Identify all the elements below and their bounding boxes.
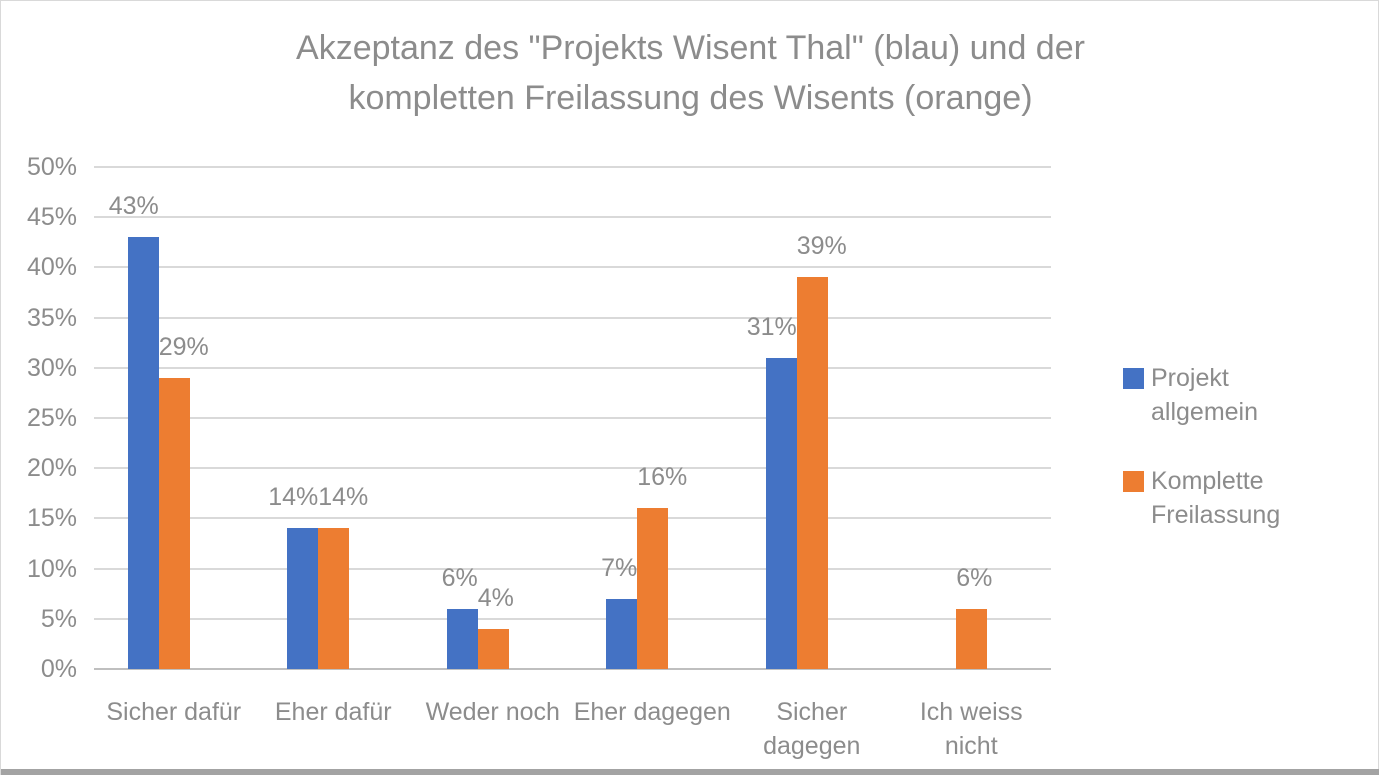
- y-axis-tick-label: 35%: [26, 303, 77, 332]
- category-label-line: Weder noch: [425, 698, 560, 726]
- legend-swatch-komplette-freilassung: [1123, 471, 1144, 492]
- category-label-line: dagegen: [763, 732, 861, 760]
- y-axis-tick-label: 30%: [26, 353, 77, 382]
- gridline: [94, 266, 1051, 269]
- category-label-line: Ich weiss: [919, 698, 1023, 726]
- legend-entry-komplette-freilassung: Komplette Freilassung: [1123, 464, 1343, 532]
- y-axis-tick-label: 15%: [26, 504, 77, 533]
- data-label-projekt-allgemein-eher-dagegen: 7%: [601, 553, 638, 582]
- y-axis-tick-label: 40%: [26, 253, 77, 282]
- x-axis-category-label-ich-weiss-nicht: Ich weiss nicht: [891, 695, 1051, 763]
- legend-label-line: Freilassung: [1151, 501, 1281, 529]
- bar-komplette-freilassung-eher-dagegen: [637, 508, 669, 669]
- legend-entry-projekt-allgemein: Projekt allgemein: [1123, 361, 1343, 429]
- bar-projekt-allgemein-sicher-dafuer: [127, 237, 159, 669]
- bar-komplette-freilassung-ich-weiss-nicht: [956, 608, 988, 669]
- x-axis-category-label-sicher-dafuer: Sicher dafür: [94, 695, 254, 729]
- y-axis-tick-label: 25%: [26, 404, 77, 432]
- legend-label-line: Projekt: [1151, 364, 1229, 392]
- data-label-komplette-freilassung-ich-weiss-nicht: 6%: [956, 563, 993, 592]
- bar-projekt-allgemein-eher-dagegen: [606, 598, 638, 669]
- category-label-line: Sicher dafür: [106, 698, 242, 726]
- bar-projekt-allgemein-weder-noch: [446, 608, 478, 669]
- bar-komplette-freilassung-eher-dafuer: [318, 528, 350, 669]
- category-label-line: Sicher: [776, 698, 848, 726]
- legend-label-komplette-freilassung: Komplette Freilassung: [1151, 464, 1280, 532]
- legend-label-line: Komplette: [1151, 467, 1264, 495]
- gridline: [94, 467, 1051, 470]
- x-axis-category-label-eher-dagegen: Eher dagegen: [572, 695, 732, 729]
- data-label-projekt-allgemein-sicher-dafuer: 43%: [108, 192, 159, 221]
- category-label-line: nicht: [944, 732, 998, 760]
- chart-title-line-2: kompletten Freilassung des Wisents (oran…: [348, 79, 1033, 117]
- bar-komplette-freilassung-weder-noch: [477, 628, 509, 669]
- data-label-komplette-freilassung-eher-dagegen: 16%: [637, 463, 688, 492]
- y-axis-tick-label: 20%: [26, 454, 77, 483]
- gridline: [94, 316, 1051, 319]
- gridline: [94, 366, 1051, 369]
- data-label-komplette-freilassung-sicher-dafuer: 29%: [158, 332, 209, 361]
- legend-label-projekt-allgemein: Projekt allgemein: [1151, 361, 1258, 429]
- x-axis-category-label-eher-dafuer: Eher dafür: [253, 695, 413, 729]
- bar-komplette-freilassung-sicher-dafuer: [158, 377, 190, 669]
- gridline: [94, 166, 1051, 168]
- category-label-line: Eher dagegen: [573, 698, 731, 726]
- y-axis-tick-label: 45%: [26, 203, 77, 232]
- legend-swatch-projekt-allgemein: [1123, 368, 1144, 389]
- gridline: [94, 617, 1051, 620]
- legend-label-line: allgemein: [1151, 398, 1259, 426]
- data-label-komplette-freilassung-weder-noch: 4%: [477, 583, 514, 612]
- data-label-projekt-allgemein-weder-noch: 6%: [441, 563, 478, 592]
- gridline: [94, 216, 1051, 219]
- gridline: [94, 567, 1051, 570]
- gridline: [94, 417, 1051, 419]
- data-label-komplette-freilassung-eher-dafuer: 14%: [318, 483, 369, 512]
- y-axis-tick-label: 10%: [26, 554, 77, 583]
- category-label-line: Eher dafür: [274, 698, 392, 726]
- x-axis-category-label-sicher-dagegen: Sicher dagegen: [732, 695, 892, 763]
- bottom-border-strip: [1, 769, 1379, 775]
- x-axis-category-label-weder-noch: Weder noch: [413, 695, 573, 729]
- y-axis-tick-label: 50%: [26, 153, 77, 181]
- chart-title-line-1: Akzeptanz des "Projekts Wisent Thal" (bl…: [296, 29, 1085, 67]
- x-axis-line: [94, 668, 1051, 670]
- bar-projekt-allgemein-eher-dafuer: [287, 528, 319, 669]
- gridline: [94, 517, 1051, 520]
- data-label-projekt-allgemein-sicher-dagegen: 31%: [746, 312, 797, 341]
- data-label-projekt-allgemein-eher-dafuer: 14%: [268, 483, 319, 512]
- data-label-komplette-freilassung-sicher-dagegen: 39%: [796, 232, 847, 261]
- y-axis-tick-label: 5%: [40, 604, 77, 633]
- y-axis-tick-label: 0%: [40, 655, 77, 683]
- bar-komplette-freilassung-sicher-dagegen: [796, 277, 828, 669]
- bar-projekt-allgemein-sicher-dagegen: [765, 357, 797, 669]
